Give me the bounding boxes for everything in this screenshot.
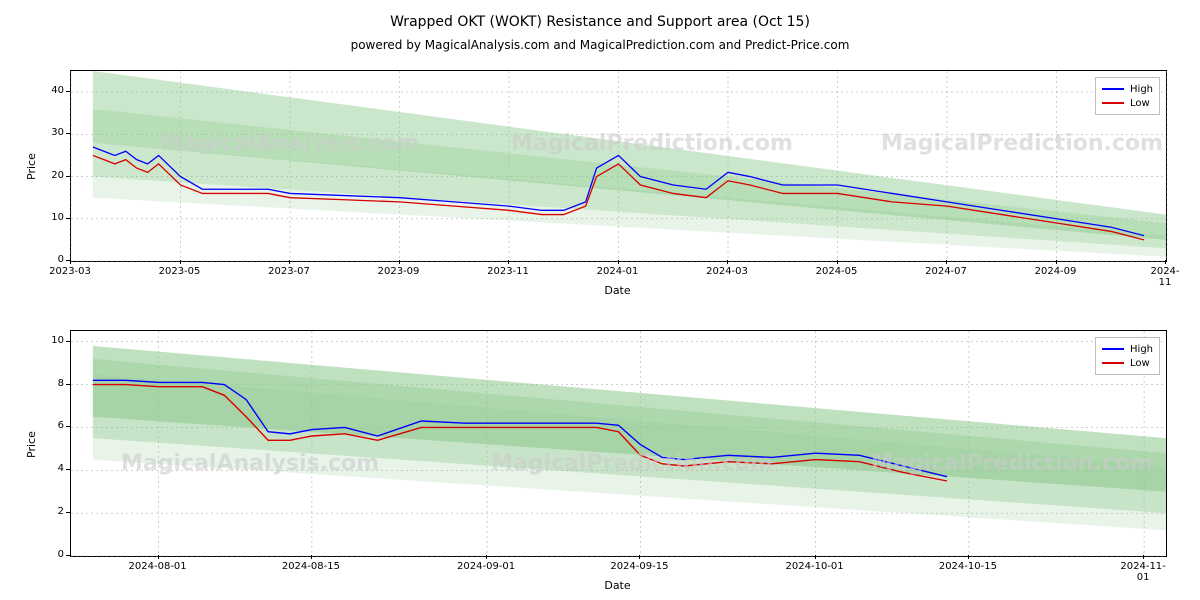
chart-title: Wrapped OKT (WOKT) Resistance and Suppor…: [0, 14, 1200, 30]
y-tick-mark: [66, 426, 70, 427]
y-tick-mark: [66, 341, 70, 342]
x-tick-mark: [1165, 260, 1166, 264]
legend-swatch: [1102, 362, 1124, 364]
y-tick-mark: [66, 469, 70, 470]
y-tick-label: 4: [30, 463, 64, 474]
y-tick-mark: [66, 512, 70, 513]
y-tick-mark: [66, 133, 70, 134]
legend-item-low: Low: [1102, 356, 1153, 370]
y-tick-label: 20: [30, 170, 64, 181]
y-tick-label: 30: [30, 127, 64, 138]
y-tick-label: 0: [30, 549, 64, 560]
panel-bottom-axes: MagicalAnalysis.com MagicalPrediction.co…: [70, 330, 1167, 557]
legend-label: Low: [1130, 358, 1150, 369]
x-tick-mark: [727, 260, 728, 264]
x-tick-label: 2024-09: [1035, 266, 1077, 277]
legend-item-high: High: [1102, 342, 1153, 356]
x-tick-mark: [399, 260, 400, 264]
x-tick-label: 2024-09-01: [457, 561, 515, 572]
legend-swatch: [1102, 102, 1124, 104]
x-tick-mark: [946, 260, 947, 264]
x-tick-label: 2024-11-01: [1115, 561, 1172, 583]
legend-label: Low: [1130, 98, 1150, 109]
y-tick-mark: [66, 176, 70, 177]
x-tick-mark: [1143, 555, 1144, 559]
x-tick-label: 2023-09: [378, 266, 420, 277]
panel-top-axes: MagicalAnalysis.com MagicalPrediction.co…: [70, 70, 1167, 262]
x-tick-label: 2024-10-15: [939, 561, 997, 572]
figure: Wrapped OKT (WOKT) Resistance and Suppor…: [0, 0, 1200, 600]
x-tick-label: 2024-09-15: [610, 561, 668, 572]
y-tick-label: 10: [30, 212, 64, 223]
y-tick-label: 10: [30, 335, 64, 346]
x-tick-mark: [618, 260, 619, 264]
y-tick-mark: [66, 218, 70, 219]
legend-swatch: [1102, 88, 1124, 90]
x-tick-mark: [486, 555, 487, 559]
x-tick-mark: [508, 260, 509, 264]
panel-bottom-svg: [71, 331, 1166, 556]
x-tick-label: 2024-07: [925, 266, 967, 277]
x-tick-label: 2023-07: [268, 266, 310, 277]
x-tick-mark: [837, 260, 838, 264]
x-tick-label: 2023-03: [49, 266, 91, 277]
legend-item-high: High: [1102, 82, 1153, 96]
y-axis-label: Price: [25, 431, 38, 458]
y-tick-label: 8: [30, 378, 64, 389]
legend-swatch: [1102, 348, 1124, 350]
x-tick-mark: [158, 555, 159, 559]
y-tick-label: 40: [30, 85, 64, 96]
y-tick-label: 6: [30, 420, 64, 431]
y-tick-mark: [66, 91, 70, 92]
x-tick-label: 2023-05: [159, 266, 201, 277]
x-tick-label: 2024-01: [597, 266, 639, 277]
y-tick-label: 0: [30, 254, 64, 265]
legend: High Low: [1095, 77, 1160, 115]
x-axis-label: Date: [70, 284, 1165, 297]
x-tick-mark: [311, 555, 312, 559]
x-axis-label: Date: [70, 579, 1165, 592]
x-tick-mark: [289, 260, 290, 264]
x-tick-mark: [639, 555, 640, 559]
y-tick-mark: [66, 384, 70, 385]
x-tick-label: 2024-08-15: [282, 561, 340, 572]
x-tick-label: 2024-03: [706, 266, 748, 277]
panel-top-svg: [71, 71, 1166, 261]
x-tick-label: 2023-11: [487, 266, 529, 277]
chart-subtitle: powered by MagicalAnalysis.com and Magic…: [0, 38, 1200, 52]
x-tick-mark: [70, 260, 71, 264]
y-tick-mark: [66, 555, 70, 556]
legend-label: High: [1130, 344, 1153, 355]
x-tick-label: 2024-08-01: [129, 561, 187, 572]
x-tick-mark: [968, 555, 969, 559]
x-tick-mark: [1056, 260, 1057, 264]
legend-label: High: [1130, 84, 1153, 95]
legend-item-low: Low: [1102, 96, 1153, 110]
x-tick-label: 2024-10-01: [786, 561, 844, 572]
x-tick-label: 2024-05: [816, 266, 858, 277]
x-tick-mark: [180, 260, 181, 264]
y-tick-label: 2: [30, 506, 64, 517]
x-tick-mark: [815, 555, 816, 559]
legend: High Low: [1095, 337, 1160, 375]
x-tick-label: 2024-11: [1148, 266, 1183, 288]
